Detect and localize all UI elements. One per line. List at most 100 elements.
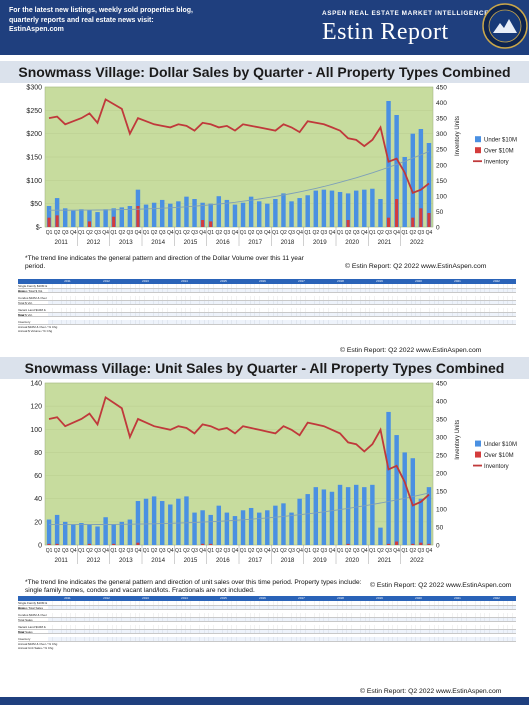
year-label: 2022 xyxy=(410,557,424,564)
quarter-label: Q1 xyxy=(46,230,53,236)
bar-under-10m xyxy=(135,501,141,545)
bar-under-10m xyxy=(224,199,230,227)
table-year-header: 2012 xyxy=(103,279,110,283)
quarter-label: Q4 xyxy=(296,548,303,554)
year-label: 2020 xyxy=(345,239,359,246)
quarter-label: Q3 xyxy=(94,230,101,236)
quarter-label: Q4 xyxy=(167,230,174,236)
quarter-label: Q4 xyxy=(393,230,400,236)
quarter-label: Q4 xyxy=(199,548,206,554)
bottom-bar xyxy=(0,697,529,705)
quarter-label: Q3 xyxy=(353,230,360,236)
quarter-label: Q2 xyxy=(248,230,255,236)
bar-under-10m xyxy=(79,523,84,545)
chart1-credit: © Estin Report: Q2 2022 www.EstinAspen.c… xyxy=(345,263,487,270)
bar-under-10m xyxy=(159,199,165,227)
bar-under-10m xyxy=(216,505,222,545)
table-year-header: 2018 xyxy=(337,279,344,283)
bar-under-10m xyxy=(143,498,149,545)
bar-under-10m xyxy=(79,209,84,227)
quarter-label: Q3 xyxy=(288,230,295,236)
bar-under-10m xyxy=(305,195,310,227)
y2-tick-label: 250 xyxy=(436,453,447,460)
table-row: Condos $10M & Over xyxy=(18,613,516,618)
quarter-label: Q4 xyxy=(102,548,109,554)
year-label: 2018 xyxy=(281,239,295,246)
bar-under-10m xyxy=(297,198,302,227)
year-label: 2016 xyxy=(216,557,230,564)
quarter-label: Q4 xyxy=(70,230,77,236)
bar-over-10m xyxy=(201,220,205,227)
year-label: 2014 xyxy=(151,557,165,564)
legend-label: Inventory xyxy=(484,160,509,166)
dollar-sales-table: 2011 2012 2013 2014 2015 2016 2017 2018 2019 2020… xyxy=(18,279,516,334)
quarter-label: Q4 xyxy=(329,230,336,236)
table-row: Inventory xyxy=(18,637,516,642)
bar-over-10m xyxy=(55,543,59,545)
unit-sales-table: 2011 2012 2013 2014 2015 2016 2017 2018 2019 2020… xyxy=(18,596,516,651)
bar-over-10m xyxy=(411,217,415,227)
bar-under-10m xyxy=(143,204,149,227)
bar-under-10m xyxy=(345,193,351,227)
table-row-label: Vacant Land $10M & Over xyxy=(18,308,46,317)
y2-axis-label: Inventory Units xyxy=(455,420,461,460)
bar-under-10m xyxy=(337,484,343,545)
bar-under-10m xyxy=(353,190,359,227)
table-row: Total $ Vol. xyxy=(18,312,516,317)
chart2-title: Snowmass Village: Unit Sales by Quarter … xyxy=(0,357,529,379)
y2-tick-label: 300 xyxy=(436,435,447,442)
bar-under-10m xyxy=(232,516,238,545)
bar-under-10m xyxy=(394,115,399,227)
y-tick-label: 140 xyxy=(30,381,42,388)
y-tick-label: 40 xyxy=(34,496,42,503)
bar-under-10m xyxy=(119,207,125,227)
quarter-label: Q1 xyxy=(207,230,214,236)
year-label: 2012 xyxy=(87,239,101,246)
table-row: Homes Total $ Vol. xyxy=(18,288,516,293)
table-year-header: 2020 xyxy=(415,279,422,283)
year-label: 2015 xyxy=(184,557,198,564)
chart1-note: *The trend line indicates the general pa… xyxy=(25,255,304,270)
y-tick-label: 0 xyxy=(38,543,42,550)
bar-under-10m xyxy=(329,190,335,227)
quarter-label: Q2 xyxy=(312,548,319,554)
quarter-label: Q4 xyxy=(264,230,271,236)
quarter-label: Q4 xyxy=(199,230,206,236)
quarter-label: Q3 xyxy=(94,548,101,554)
quarter-label: Q2 xyxy=(280,548,287,554)
year-label: 2011 xyxy=(55,557,69,564)
bar-under-10m xyxy=(281,503,286,545)
bar-over-10m xyxy=(201,543,205,545)
table-row-label: Inventory xyxy=(18,320,31,324)
bar-under-10m xyxy=(46,519,52,545)
quarter-label: Q4 xyxy=(393,548,400,554)
bar-under-10m xyxy=(176,498,181,545)
legend-swatch xyxy=(475,147,481,154)
bar-under-10m xyxy=(103,517,108,545)
bar-under-10m xyxy=(95,526,100,545)
quarter-label: Q4 xyxy=(329,548,336,554)
table-year-header: 2016 xyxy=(259,279,266,283)
bar-under-10m xyxy=(370,484,375,545)
legend-label: Over $10M xyxy=(484,453,514,459)
quarter-label: Q1 xyxy=(240,548,247,554)
bar-under-10m xyxy=(151,202,157,227)
year-label: 2012 xyxy=(87,557,101,564)
y2-axis-label: Inventory Units xyxy=(455,116,461,156)
bar-over-10m xyxy=(55,215,59,227)
bar-under-10m xyxy=(353,484,359,545)
bar-under-10m xyxy=(410,133,416,227)
quarter-label: Q2 xyxy=(345,230,352,236)
bar-over-10m xyxy=(419,542,423,545)
y2-tick-label: 350 xyxy=(436,417,447,424)
quarter-label: Q1 xyxy=(78,230,85,236)
quarter-label: Q4 xyxy=(70,548,77,554)
table-year-row: 2011 2012 2013 2014 2015 2016 2017 2018 2019 2020… xyxy=(18,279,516,284)
bar-under-10m xyxy=(281,193,286,227)
bar-under-10m xyxy=(370,188,375,227)
table-year-header: 2014 xyxy=(181,279,188,283)
table-year-header: 2013 xyxy=(142,279,149,283)
table-year-header: 2017 xyxy=(298,596,305,600)
y2-tick-label: 400 xyxy=(436,399,447,406)
quarter-label: Q1 xyxy=(78,548,85,554)
